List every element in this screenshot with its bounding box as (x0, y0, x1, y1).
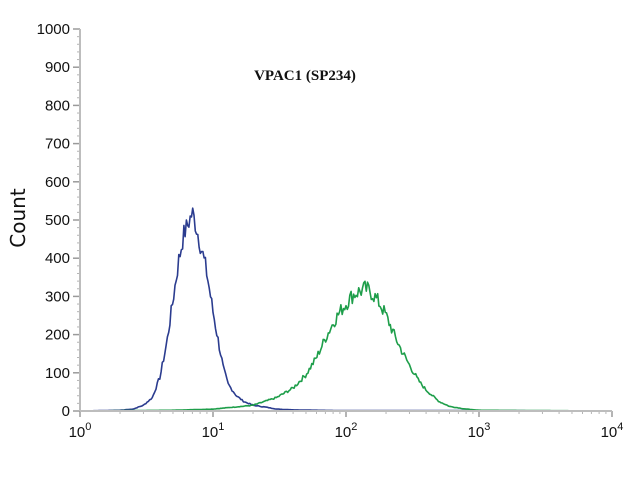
y-axis-label: Count (6, 188, 30, 248)
x-tick-label: 104 (601, 421, 624, 441)
y-tick-label: 900 (45, 59, 70, 76)
y-tick-label: 1000 (37, 21, 70, 38)
x-tick-label: 102 (335, 421, 358, 441)
x-tick-label: 100 (69, 421, 92, 441)
y-tick-label: 200 (45, 327, 70, 344)
y-tick-label: 800 (45, 97, 70, 114)
histogram-series-2 (80, 280, 612, 412)
chart-title: VPAC1 (SP234) (254, 68, 356, 84)
histogram-series (80, 207, 612, 412)
y-axis-ticks: 0 100 200 300 400 500 600 700 800 900 1000 (37, 21, 80, 420)
y-tick-label: 400 (45, 250, 70, 267)
y-tick-label: 100 (45, 365, 70, 382)
x-tick-label: 101 (202, 421, 225, 441)
x-tick-label: 103 (468, 421, 491, 441)
y-tick-label: 300 (45, 288, 70, 305)
y-tick-label: 700 (45, 136, 70, 153)
y-tick-label: 600 (45, 174, 70, 191)
y-tick-label: 500 (45, 212, 70, 229)
histogram-series-1 (80, 207, 612, 412)
y-tick-label: 0 (62, 403, 70, 420)
x-axis-ticks: 100 101 102 103 104 (69, 411, 624, 441)
